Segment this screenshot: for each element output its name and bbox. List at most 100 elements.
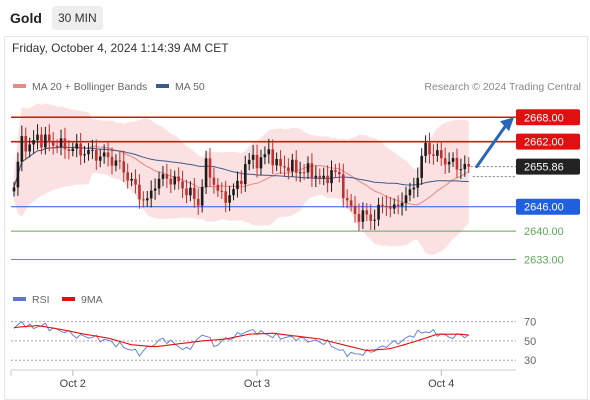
candlesticks (12, 124, 471, 232)
last-price-label: 2655.86 (524, 162, 564, 174)
candle (102, 144, 106, 164)
candle (24, 127, 28, 160)
candle (396, 195, 400, 215)
chart-panel (4, 36, 588, 400)
candle (236, 171, 239, 198)
candle (67, 140, 71, 160)
candle (32, 130, 35, 154)
legend-9ma-label: 9MA (81, 294, 103, 306)
candle (294, 150, 298, 182)
candle (443, 147, 447, 174)
level-label: 2633.00 (524, 255, 564, 267)
candle (130, 172, 133, 187)
candle (126, 163, 129, 189)
candle (193, 177, 196, 208)
rsi-ma-line (13, 324, 469, 352)
rsi-tick-label: 30 (524, 355, 536, 367)
candle (361, 202, 365, 230)
candle (177, 167, 180, 190)
level-label-box (516, 133, 580, 150)
timeframe-selector[interactable]: 30 MIN (52, 6, 103, 30)
candle (149, 180, 153, 208)
candle (377, 197, 380, 227)
candle (420, 148, 423, 185)
candle (283, 155, 286, 177)
candle (55, 139, 59, 154)
candle (185, 179, 188, 204)
last-price-box (516, 158, 580, 175)
rsi-tick-label: 50 (524, 336, 536, 348)
candle (83, 145, 86, 163)
candle (447, 152, 451, 173)
candle (291, 153, 294, 177)
candle (91, 139, 94, 160)
level-label-box (516, 109, 580, 126)
candle (71, 142, 75, 157)
level-label: 2646.00 (524, 202, 564, 214)
candle (63, 127, 67, 159)
candle (310, 153, 314, 187)
candle (389, 196, 392, 218)
x-tick-label: Oct 3 (244, 378, 270, 390)
candle (467, 157, 471, 173)
asset-name: Gold (10, 10, 42, 26)
candle (428, 132, 431, 164)
candle (114, 154, 118, 172)
candle (353, 196, 357, 223)
price-overlay: 2655.86 (470, 117, 580, 178)
candle (110, 147, 114, 175)
candle (287, 158, 290, 180)
candle (455, 148, 459, 178)
candle (122, 150, 126, 182)
candle (157, 171, 161, 195)
price-levels: 2668.00 2662.00 2646.00 2640.00 2633.00 (11, 109, 580, 267)
candle (298, 161, 302, 183)
candle (95, 139, 98, 170)
candle (267, 138, 271, 164)
candle (392, 198, 396, 214)
candle (451, 152, 455, 167)
candle (365, 202, 369, 222)
candle (432, 144, 435, 165)
candle (314, 165, 318, 188)
timestamp: Friday, October 4, 2024 1:14:39 AM CET (12, 41, 229, 55)
candle (20, 125, 24, 172)
candle (255, 144, 259, 178)
candle (204, 150, 208, 194)
candle (412, 177, 416, 199)
candle (169, 169, 173, 193)
candle (247, 153, 251, 171)
candle (200, 179, 204, 213)
candle (12, 181, 16, 197)
candle (106, 142, 110, 167)
rsi-panel: 70 50 30 (11, 317, 536, 367)
candle (416, 167, 420, 198)
rsi-tick-label: 70 (524, 317, 536, 329)
candle (385, 195, 388, 216)
candle (439, 141, 443, 166)
rsi-line (13, 321, 469, 358)
candle (373, 209, 376, 230)
x-tick-label: Oct 4 (428, 378, 454, 390)
candle (302, 163, 306, 180)
candle (212, 167, 216, 194)
candle (36, 124, 39, 150)
candle (404, 186, 408, 211)
x-tick-label: Oct 2 (60, 378, 86, 390)
candle (330, 160, 333, 192)
candle (369, 204, 373, 231)
candle (59, 129, 63, 156)
candle (134, 169, 137, 194)
candle (224, 180, 227, 213)
legend-swatch-ma50 (156, 84, 169, 88)
level-label: 2668.00 (524, 112, 564, 124)
candle (400, 192, 404, 216)
candle (338, 162, 341, 183)
legend-swatch-rsi (13, 297, 26, 301)
candle (326, 165, 329, 193)
candle (341, 163, 345, 208)
candle (251, 144, 255, 169)
candle (173, 170, 177, 190)
candle (79, 132, 82, 165)
